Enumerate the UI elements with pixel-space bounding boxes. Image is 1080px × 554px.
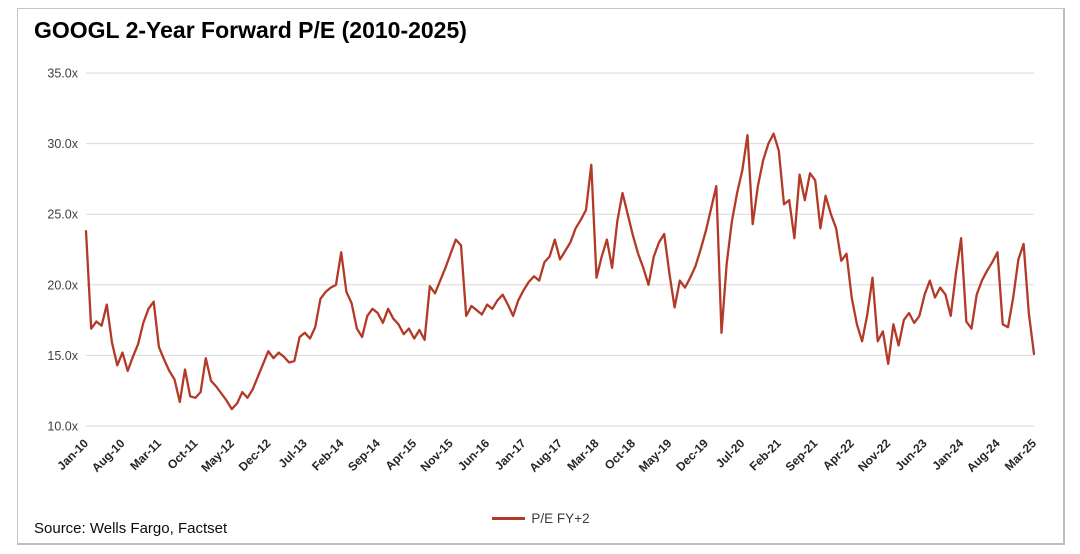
- x-tick-label: Sep-21: [783, 436, 821, 474]
- legend-label: P/E FY+2: [531, 510, 590, 526]
- x-tick-label: Jul-20: [713, 436, 748, 471]
- x-tick-label: Sep-14: [345, 436, 383, 474]
- x-tick-label: Feb-21: [747, 436, 784, 473]
- x-tick-label: May-19: [636, 436, 675, 475]
- y-tick-label: 35.0x: [47, 67, 78, 81]
- x-tick-label: Oct-18: [602, 436, 639, 473]
- x-tick-label: Mar-25: [1002, 436, 1039, 473]
- legend-line-swatch: [492, 516, 526, 520]
- x-tick-label: Oct-11: [165, 436, 201, 472]
- x-tick-label: Nov-22: [855, 436, 893, 474]
- x-tick-label: Jan-24: [929, 436, 966, 473]
- x-tick-label: Jun-23: [892, 436, 929, 473]
- chart-card: GOOGL 2-Year Forward P/E (2010-2025) 10.…: [17, 8, 1065, 545]
- x-tick-label: Mar-11: [127, 436, 164, 473]
- x-tick-label: Feb-14: [309, 436, 346, 473]
- x-tick-label: Apr-22: [820, 436, 857, 473]
- x-tick-label: Aug-24: [964, 436, 1003, 475]
- x-tick-label: Jan-17: [492, 436, 529, 473]
- x-tick-label: Aug-17: [526, 436, 565, 475]
- x-tick-label: Dec-19: [673, 436, 711, 474]
- y-tick-label: 15.0x: [47, 349, 78, 363]
- x-tick-label: Jan-10: [54, 436, 91, 473]
- x-tick-label: Apr-15: [382, 436, 419, 473]
- source-note: Source: Wells Fargo, Factset: [34, 520, 228, 537]
- x-tick-label: Aug-10: [89, 436, 128, 475]
- y-tick-label: 20.0x: [47, 278, 78, 292]
- legend: P/E FY+2: [18, 507, 1064, 529]
- x-tick-label: Jun-16: [455, 436, 492, 473]
- x-tick-label: Mar-18: [564, 436, 601, 473]
- x-tick-label: Nov-15: [418, 436, 456, 474]
- x-tick-label: Jul-13: [275, 436, 310, 471]
- pe-line-series: [84, 132, 1036, 411]
- page-title: GOOGL 2-Year Forward P/E (2010-2025): [34, 17, 467, 43]
- x-tick-label: May-12: [198, 436, 237, 475]
- x-tick-label: Dec-12: [236, 436, 274, 474]
- y-tick-label: 25.0x: [47, 208, 78, 222]
- y-tick-label: 30.0x: [47, 137, 78, 151]
- y-tick-label: 10.0x: [47, 420, 78, 434]
- pe-line-chart: 10.0x15.0x20.0x25.0x30.0x35.0xJan-10Aug-…: [47, 67, 1039, 475]
